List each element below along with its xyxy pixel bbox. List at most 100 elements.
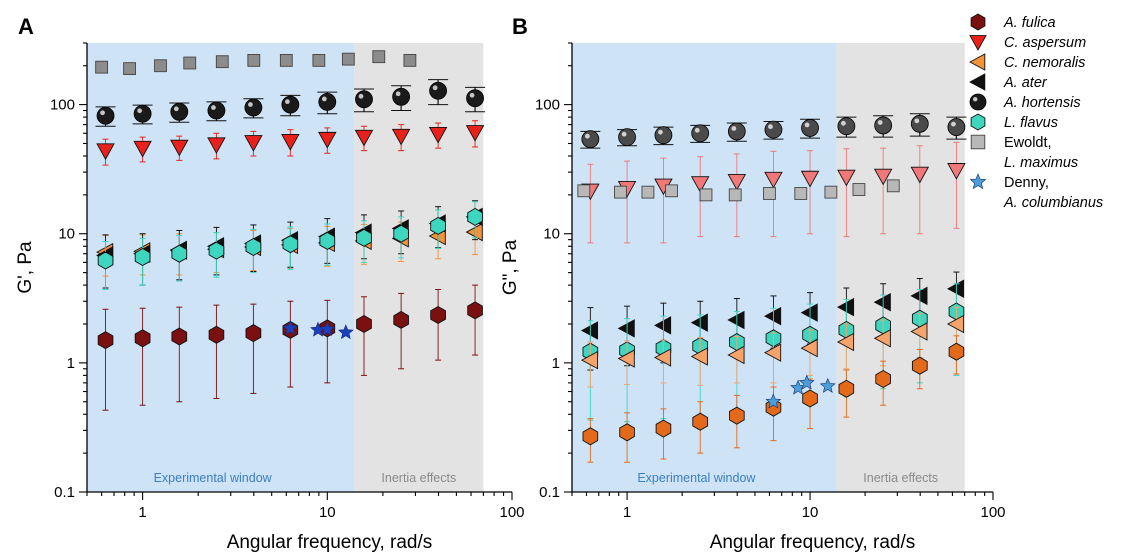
data-point-denny-a-columbianus	[282, 320, 299, 336]
data-point-denny-a-columbianus	[798, 374, 815, 390]
legend-entry-ewoldt-l-maximus: Ewoldt, L. maximus	[970, 134, 1078, 171]
data-point-c-aspersum	[690, 176, 710, 193]
data-point-c-aspersum	[800, 170, 820, 188]
region-inertia-effects	[354, 43, 484, 492]
y-tick-label: 0.1	[54, 484, 75, 501]
data-point-a-hortensis-highlight	[137, 108, 143, 114]
data-point-c-aspersum	[96, 143, 115, 161]
data-point-ewoldt-l-maximus	[824, 185, 838, 199]
data-point-a-ater	[617, 319, 635, 338]
data-point-a-hortensis	[281, 95, 300, 114]
data-point-ewoldt-l-maximus	[372, 50, 386, 64]
data-point-ewoldt-l-maximus	[852, 183, 866, 196]
legend-label: A. columbianus	[1003, 195, 1103, 211]
data-point-a-hortensis	[96, 106, 115, 125]
data-point-a-hortensis	[727, 122, 746, 141]
series-a-hortensis	[580, 113, 967, 149]
data-point-ewoldt-l-maximus	[247, 53, 261, 67]
data-point-a-hortensis-highlight	[248, 102, 253, 107]
data-point-a-ater	[727, 310, 745, 330]
data-point-ewoldt-l-maximus	[763, 187, 776, 200]
series-c-aspersum	[96, 120, 485, 166]
data-point-ewoldt-l-maximus	[123, 62, 136, 76]
data-point-l-flavus	[245, 237, 262, 257]
series-denny-a-columbianus	[282, 320, 354, 340]
data-point-a-fulica	[393, 310, 409, 329]
data-point-a-fulica	[729, 406, 745, 425]
data-point-ewoldt-l-maximus	[665, 184, 678, 198]
data-point-a-hortensis-highlight	[914, 118, 920, 124]
data-point-a-hortensis	[392, 87, 411, 106]
data-point-ewoldt-l-maximus	[154, 59, 167, 73]
y-tick-label: 0.1	[539, 484, 560, 501]
x-tick-label: 10	[802, 504, 819, 521]
legend-label: L. maximus	[1004, 155, 1078, 171]
data-point-ewoldt-l-maximus	[577, 184, 591, 198]
data-point-a-hortensis-highlight	[469, 92, 475, 98]
legend-entry-a-ater: A. ater	[969, 73, 1048, 91]
data-point-a-hortensis-highlight	[621, 131, 627, 137]
data-point-a-hortensis-highlight	[432, 85, 438, 91]
data-point-a-hortensis-highlight	[877, 120, 883, 125]
data-point-c-nemoralis	[465, 222, 483, 242]
data-point-a-fulica	[356, 314, 372, 334]
data-point-a-hortensis	[947, 118, 966, 136]
legend-entry-c-aspersum: C. aspersum	[969, 35, 1086, 51]
data-point-ewoldt-l-maximus	[614, 185, 627, 199]
panel-letter: B	[512, 14, 528, 39]
data-point-a-hortensis-highlight	[841, 120, 846, 126]
data-point-ewoldt-l-maximus	[886, 179, 900, 193]
legend-marker	[969, 93, 987, 111]
y-tick-label: 1	[67, 355, 75, 372]
data-point-c-aspersum	[764, 171, 783, 189]
data-point-a-hortensis	[318, 92, 337, 111]
data-point-ewoldt-l-maximus	[641, 185, 655, 199]
data-point-a-hortensis	[764, 120, 783, 139]
data-point-a-hortensis	[207, 101, 226, 120]
data-point-a-hortensis	[466, 89, 484, 108]
legend-label: L. flavus	[1004, 115, 1058, 131]
data-point-a-fulica	[467, 301, 483, 320]
data-point-c-aspersum	[281, 134, 300, 151]
data-point-a-hortensis-highlight	[694, 127, 700, 133]
data-point-a-hortensis-highlight	[658, 129, 663, 135]
data-point-a-hortensis-highlight	[804, 122, 810, 128]
legend-entry-a-fulica: A. fulica	[970, 13, 1056, 31]
x-tick-label: 100	[499, 504, 524, 521]
data-point-c-nemoralis	[836, 332, 855, 352]
legend-entry-denny-a-columbianus: Denny, A. columbianus	[969, 173, 1103, 211]
data-point-l-flavus	[356, 228, 372, 247]
data-point-c-nemoralis	[910, 322, 928, 341]
legend-label: A. hortensis	[1003, 95, 1081, 111]
data-point-ewoldt-l-maximus	[183, 56, 197, 70]
legend-label: Denny,	[1004, 175, 1049, 191]
data-point-a-fulica	[655, 419, 672, 438]
data-point-l-flavus	[393, 224, 409, 243]
data-point-a-fulica	[208, 325, 225, 344]
data-point-a-fulica	[171, 327, 188, 346]
data-point-l-flavus	[134, 247, 151, 267]
data-point-a-hortensis	[910, 114, 929, 133]
panel-letter: A	[18, 14, 34, 39]
data-point-l-flavus	[208, 241, 225, 260]
data-point-a-fulica	[97, 331, 114, 350]
data-point-c-aspersum	[727, 173, 747, 191]
legend-label: C. aspersum	[1004, 35, 1086, 51]
data-point-a-hortensis-highlight	[768, 124, 773, 130]
data-point-ewoldt-l-maximus	[341, 52, 355, 66]
legend-label: A. fulica	[1003, 15, 1056, 31]
data-point-c-nemoralis	[946, 314, 965, 334]
data-point-c-nemoralis	[617, 349, 635, 368]
data-point-l-flavus	[319, 231, 336, 250]
legend-marker	[969, 173, 987, 190]
data-point-a-hortensis	[801, 119, 819, 137]
y-tick-label: 10	[543, 226, 560, 243]
legend-label: Ewoldt,	[1004, 135, 1052, 151]
data-point-a-ater	[946, 279, 965, 299]
series-ewoldt-l-maximus	[95, 50, 417, 76]
data-point-l-flavus	[97, 251, 114, 270]
data-point-a-fulica	[582, 427, 599, 446]
legend-entry-a-hortensis: A. hortensis	[969, 93, 1081, 111]
